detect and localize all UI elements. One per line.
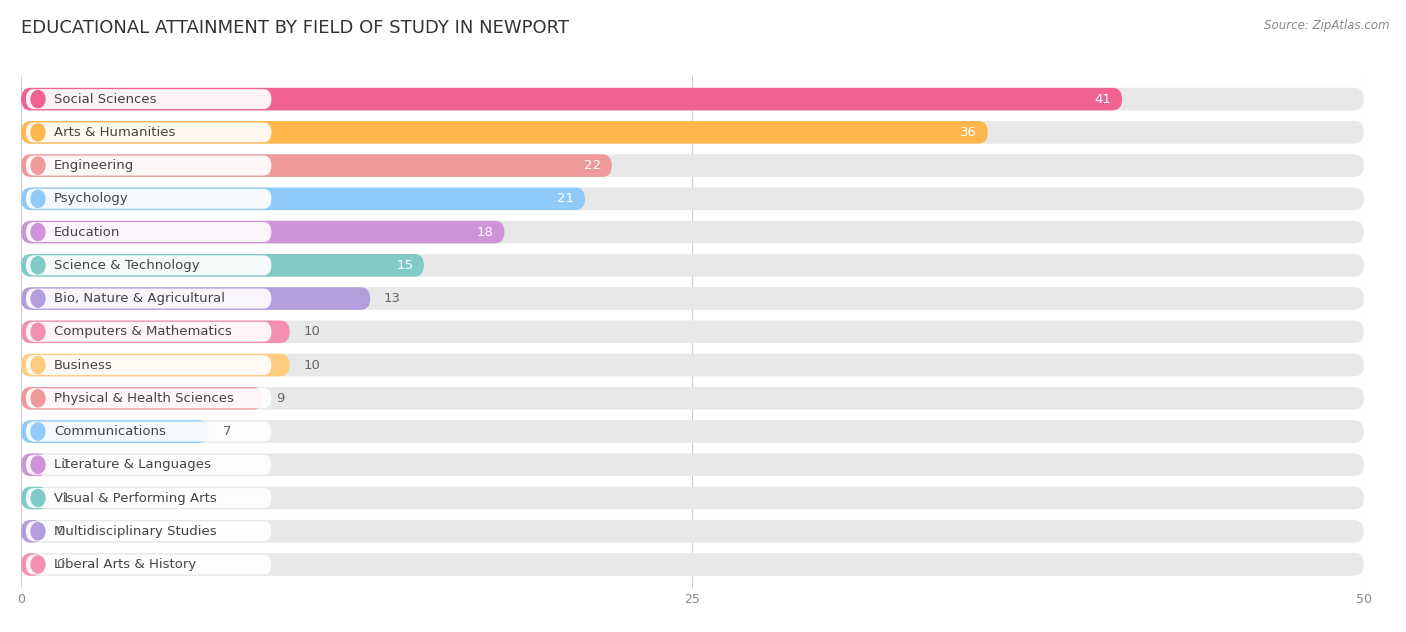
Text: Communications: Communications [53, 425, 166, 438]
FancyBboxPatch shape [25, 554, 271, 574]
FancyBboxPatch shape [21, 454, 48, 476]
Text: 18: 18 [477, 226, 494, 238]
Text: Computers & Mathematics: Computers & Mathematics [53, 325, 232, 338]
Text: 41: 41 [1094, 93, 1111, 106]
FancyBboxPatch shape [21, 221, 505, 243]
Text: Business: Business [53, 358, 112, 372]
Circle shape [31, 290, 45, 307]
FancyBboxPatch shape [25, 289, 271, 308]
Circle shape [31, 390, 45, 407]
FancyBboxPatch shape [21, 221, 1364, 243]
FancyBboxPatch shape [21, 354, 290, 376]
FancyBboxPatch shape [21, 288, 1364, 310]
Text: 22: 22 [583, 159, 602, 172]
FancyBboxPatch shape [25, 189, 271, 209]
Text: Source: ZipAtlas.com: Source: ZipAtlas.com [1264, 19, 1389, 32]
Text: EDUCATIONAL ATTAINMENT BY FIELD OF STUDY IN NEWPORT: EDUCATIONAL ATTAINMENT BY FIELD OF STUDY… [21, 19, 569, 37]
FancyBboxPatch shape [25, 322, 271, 342]
Circle shape [31, 157, 45, 174]
FancyBboxPatch shape [25, 255, 271, 276]
FancyBboxPatch shape [21, 553, 1364, 576]
FancyBboxPatch shape [25, 155, 271, 176]
Text: Multidisciplinary Studies: Multidisciplinary Studies [53, 525, 217, 538]
FancyBboxPatch shape [21, 520, 42, 542]
FancyBboxPatch shape [25, 388, 271, 408]
FancyBboxPatch shape [25, 422, 271, 442]
Text: Arts & Humanities: Arts & Humanities [53, 126, 176, 139]
FancyBboxPatch shape [25, 455, 271, 475]
FancyBboxPatch shape [21, 121, 1364, 143]
Text: 1: 1 [62, 458, 70, 471]
Text: 9: 9 [276, 392, 284, 404]
Circle shape [31, 124, 45, 141]
FancyBboxPatch shape [21, 320, 290, 343]
FancyBboxPatch shape [25, 222, 271, 242]
Circle shape [31, 456, 45, 473]
Text: 13: 13 [384, 292, 401, 305]
Text: 36: 36 [960, 126, 977, 139]
Text: Liberal Arts & History: Liberal Arts & History [53, 558, 197, 571]
FancyBboxPatch shape [25, 488, 271, 508]
FancyBboxPatch shape [21, 88, 1122, 111]
Text: 0: 0 [56, 525, 65, 538]
Circle shape [31, 523, 45, 540]
Text: Engineering: Engineering [53, 159, 135, 172]
FancyBboxPatch shape [21, 387, 263, 410]
FancyBboxPatch shape [21, 387, 1364, 410]
Text: Education: Education [53, 226, 121, 238]
Text: 10: 10 [304, 358, 321, 372]
FancyBboxPatch shape [21, 188, 585, 210]
Text: Social Sciences: Social Sciences [53, 93, 156, 106]
FancyBboxPatch shape [21, 254, 425, 277]
Circle shape [31, 90, 45, 107]
Text: 21: 21 [557, 192, 574, 205]
FancyBboxPatch shape [21, 320, 1364, 343]
FancyBboxPatch shape [21, 420, 209, 443]
Text: 10: 10 [304, 325, 321, 338]
Text: Bio, Nature & Agricultural: Bio, Nature & Agricultural [53, 292, 225, 305]
Text: 0: 0 [56, 558, 65, 571]
FancyBboxPatch shape [25, 123, 271, 142]
Text: 1: 1 [62, 492, 70, 504]
Circle shape [31, 323, 45, 341]
FancyBboxPatch shape [21, 254, 1364, 277]
Text: 15: 15 [396, 259, 413, 272]
FancyBboxPatch shape [21, 188, 1364, 210]
FancyBboxPatch shape [21, 88, 1364, 111]
Text: Science & Technology: Science & Technology [53, 259, 200, 272]
Circle shape [31, 489, 45, 507]
FancyBboxPatch shape [21, 354, 1364, 376]
FancyBboxPatch shape [21, 154, 1364, 177]
FancyBboxPatch shape [21, 487, 1364, 509]
Circle shape [31, 257, 45, 274]
Text: 7: 7 [222, 425, 231, 438]
FancyBboxPatch shape [25, 355, 271, 375]
FancyBboxPatch shape [25, 89, 271, 109]
Circle shape [31, 190, 45, 207]
FancyBboxPatch shape [21, 454, 1364, 476]
FancyBboxPatch shape [21, 121, 988, 143]
FancyBboxPatch shape [21, 154, 612, 177]
FancyBboxPatch shape [21, 288, 370, 310]
Circle shape [31, 556, 45, 573]
Text: Literature & Languages: Literature & Languages [53, 458, 211, 471]
Circle shape [31, 423, 45, 440]
Text: Physical & Health Sciences: Physical & Health Sciences [53, 392, 233, 404]
FancyBboxPatch shape [25, 521, 271, 541]
Circle shape [31, 356, 45, 374]
Circle shape [31, 224, 45, 241]
Text: Visual & Performing Arts: Visual & Performing Arts [53, 492, 217, 504]
FancyBboxPatch shape [21, 420, 1364, 443]
Text: Psychology: Psychology [53, 192, 129, 205]
FancyBboxPatch shape [21, 487, 48, 509]
FancyBboxPatch shape [21, 520, 1364, 542]
FancyBboxPatch shape [21, 553, 42, 576]
